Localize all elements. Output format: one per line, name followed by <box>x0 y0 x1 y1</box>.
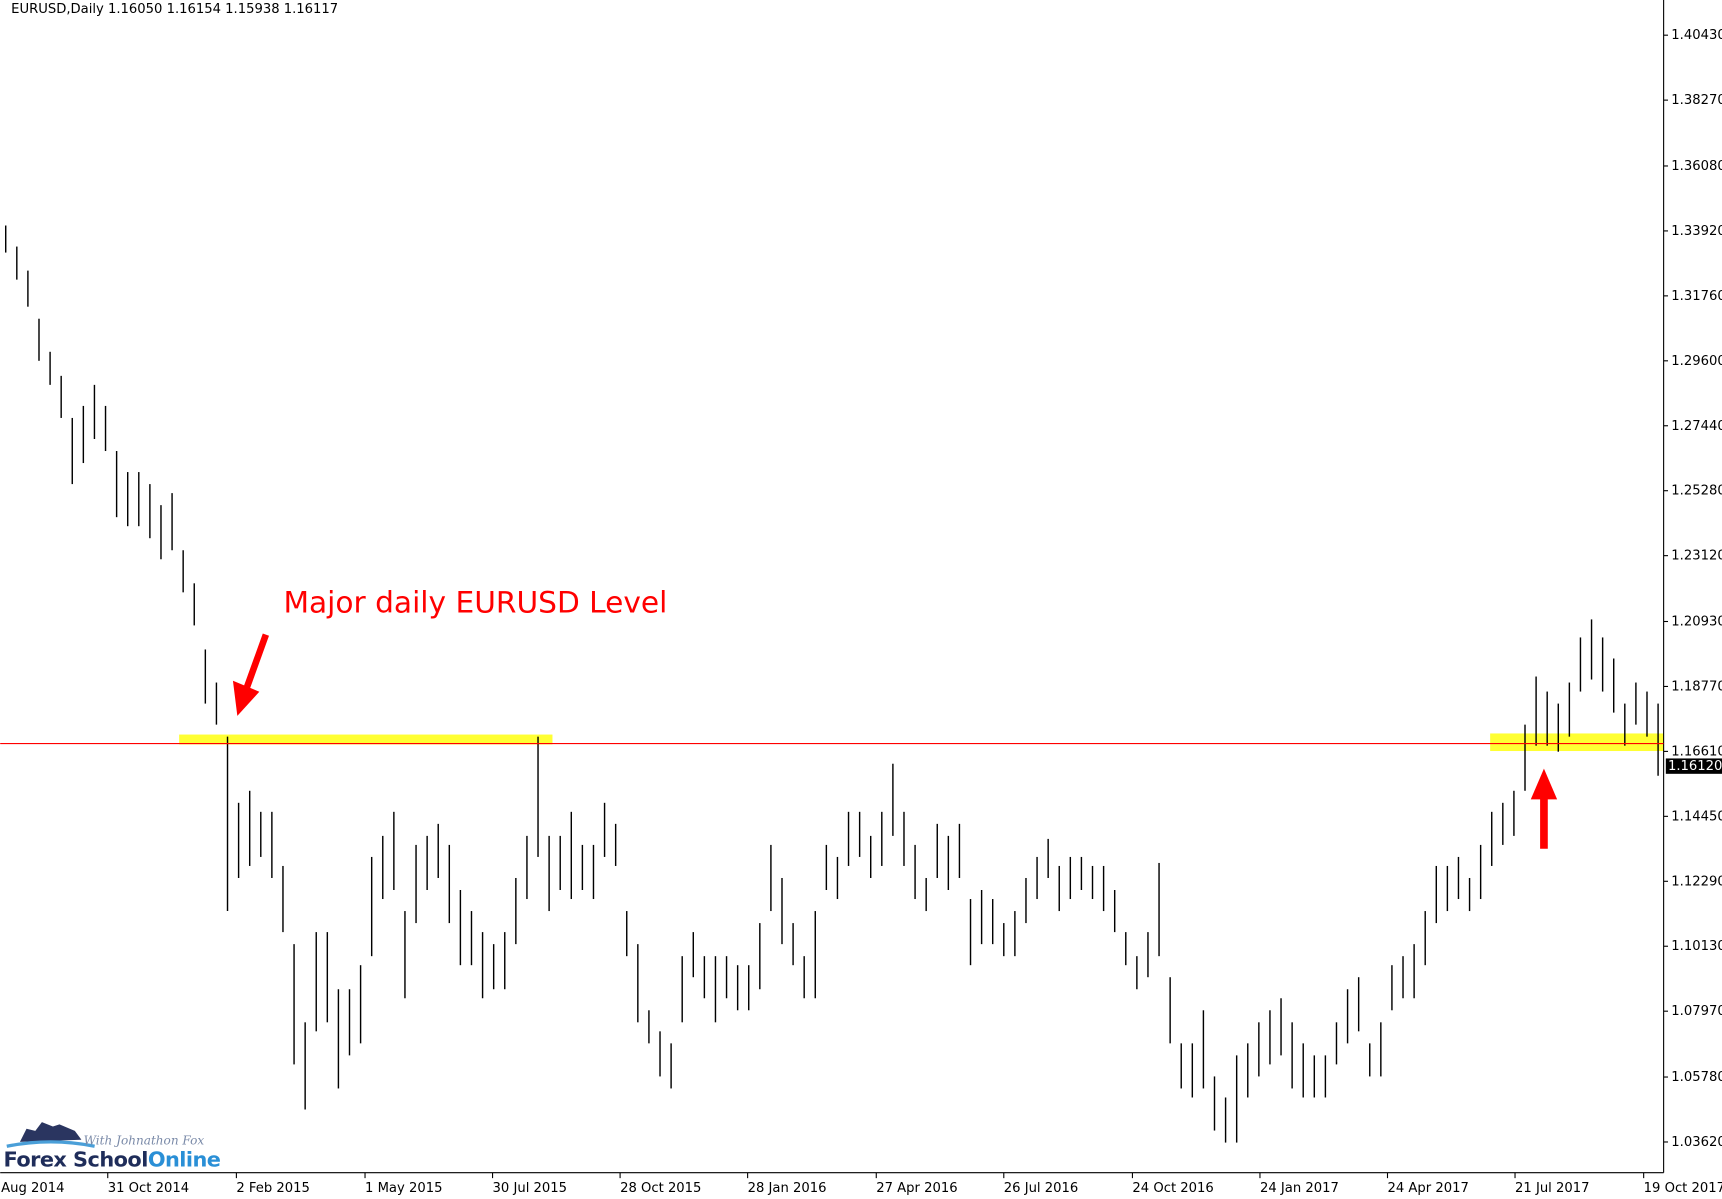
y-tick-label: 1.03620 <box>1671 1135 1722 1150</box>
arrow-shaft <box>243 633 269 691</box>
y-tick-label: 1.25280 <box>1671 484 1722 499</box>
annotation: Major daily EURUSD Level <box>283 584 667 619</box>
y-tick-label: 1.14450 <box>1671 809 1722 824</box>
logo-name-accent: Online <box>148 1148 221 1172</box>
y-tick-label: 1.16610 <box>1671 744 1722 759</box>
x-tick-label: 28 Jan 2016 <box>748 1181 827 1196</box>
current-price-label: 1.16120 <box>1668 759 1722 774</box>
logo: With Johnathon Fox Forex SchoolOnline <box>3 1122 221 1172</box>
y-tick-label: 1.07970 <box>1671 1004 1722 1019</box>
x-tick-label: 24 Jan 2017 <box>1260 1181 1339 1196</box>
arrow-left <box>232 633 269 716</box>
price-bars <box>5 225 1659 1143</box>
level-highlight <box>1490 733 1664 752</box>
y-tick-label: 1.27440 <box>1671 419 1722 434</box>
x-tick-label: 24 Apr 2017 <box>1387 1181 1468 1196</box>
y-tick-label: 1.40430 <box>1671 28 1722 43</box>
x-tick-label: 2 Feb 2015 <box>236 1181 310 1196</box>
arrow-head <box>232 680 260 716</box>
logo-tagline: With Johnathon Fox <box>84 1133 205 1147</box>
x-tick-label: 1 May 2015 <box>365 1181 442 1196</box>
x-tick-label: 19 Oct 2017 <box>1644 1181 1722 1196</box>
y-tick-label: 1.29600 <box>1671 354 1722 369</box>
x-tick-label: 27 Apr 2016 <box>876 1181 957 1196</box>
current-price-box <box>1665 758 1722 774</box>
y-tick-label: 1.23120 <box>1671 549 1722 564</box>
y-tick-label: 1.20930 <box>1671 615 1722 630</box>
chart-title: EURUSD,Daily 1.16050 1.16154 1.15938 1.1… <box>11 2 338 17</box>
logo-name-main: Forex School <box>3 1148 147 1172</box>
arrow-head <box>1530 768 1558 800</box>
logo-wave <box>6 1140 95 1148</box>
logo-name: Forex SchoolOnline <box>3 1148 220 1172</box>
x-tick-label: 28 Oct 2015 <box>620 1181 701 1196</box>
y-tick-label: 1.05780 <box>1671 1070 1722 1085</box>
x-tick-label: 31 Oct 2014 <box>108 1181 189 1196</box>
x-tick-label: 24 Oct 2016 <box>1132 1181 1213 1196</box>
highlight-zones <box>179 733 1664 752</box>
y-tick-label: 1.12290 <box>1671 874 1722 889</box>
y-tick-label: 1.38270 <box>1671 93 1722 108</box>
logo-icon <box>19 1122 82 1142</box>
x-tick-label: 26 Jul 2016 <box>1004 1181 1078 1196</box>
y-tick-label: 1.18770 <box>1671 679 1722 694</box>
arrow-right <box>1530 768 1558 849</box>
x-tick-label: 30 Jul 2015 <box>493 1181 567 1196</box>
x-tick-label: 27 Aug 2014 <box>0 1181 64 1196</box>
y-tick-label: 1.33920 <box>1671 224 1722 239</box>
y-tick-label: 1.10130 <box>1671 939 1722 954</box>
x-tick-label: 21 Jul 2017 <box>1515 1181 1589 1196</box>
y-tick-label: 1.31760 <box>1671 289 1722 304</box>
y-tick-label: 1.36080 <box>1671 159 1722 174</box>
level-highlight <box>179 734 553 745</box>
